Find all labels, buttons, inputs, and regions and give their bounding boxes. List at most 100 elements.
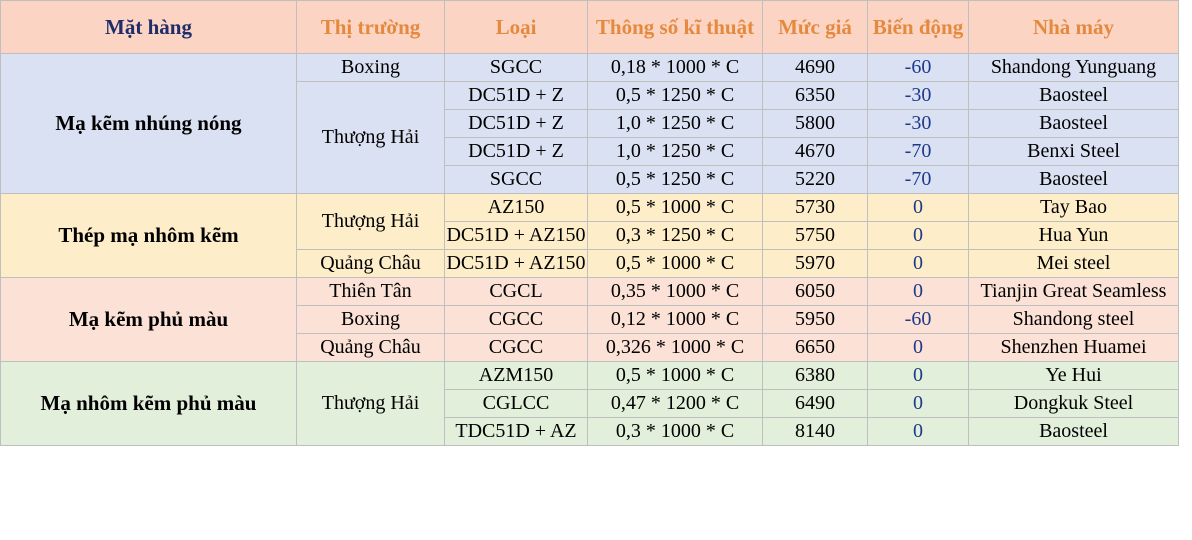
cell-change: 0 xyxy=(867,333,969,362)
cell-change: 0 xyxy=(867,277,969,306)
cell-price: 4670 xyxy=(762,137,868,166)
cell-type: CGCC xyxy=(444,305,588,334)
cell-price: 5730 xyxy=(762,193,868,222)
cell-change: -30 xyxy=(867,109,969,138)
cell-factory: Shandong Yunguang xyxy=(968,53,1179,82)
cell-price: 6380 xyxy=(762,361,868,390)
cell-market: Boxing xyxy=(296,53,445,82)
cell-price: 4690 xyxy=(762,53,868,82)
table-row: Quảng Châu CGCC 0,326 * 1000 * C 6650 0 … xyxy=(1,333,1179,362)
group-name: Mạ kẽm phủ màu xyxy=(0,277,297,362)
cell-market: Thiên Tân xyxy=(296,277,445,306)
cell-factory: Benxi Steel xyxy=(968,137,1179,166)
cell-price: 6650 xyxy=(762,333,868,362)
cell-factory: Mei steel xyxy=(968,249,1179,278)
cell-type: DC51D + AZ150 xyxy=(444,221,588,250)
cell-change: -30 xyxy=(867,81,969,110)
cell-price: 5750 xyxy=(762,221,868,250)
cell-spec: 1,0 * 1250 * C xyxy=(587,137,763,166)
cell-spec: 0,5 * 1000 * C xyxy=(587,361,763,390)
cell-type: TDC51D + AZ xyxy=(444,417,588,446)
cell-price: 6350 xyxy=(762,81,868,110)
cell-factory: Baosteel xyxy=(968,417,1179,446)
cell-market: Quảng Châu xyxy=(296,333,445,362)
cell-factory: Tay Bao xyxy=(968,193,1179,222)
cell-factory: Baosteel xyxy=(968,165,1179,194)
cell-type: SGCC xyxy=(444,165,588,194)
cell-type: AZM150 xyxy=(444,361,588,390)
cell-spec: 0,5 * 1000 * C xyxy=(587,249,763,278)
cell-change: 0 xyxy=(867,221,969,250)
cell-spec: 0,326 * 1000 * C xyxy=(587,333,763,362)
table-row: DC51D + Z 1,0 * 1250 * C 4670 -70 Benxi … xyxy=(1,137,1179,166)
cell-price: 5950 xyxy=(762,305,868,334)
cell-type: CGLCC xyxy=(444,389,588,418)
cell-spec: 0,35 * 1000 * C xyxy=(587,277,763,306)
header-factory: Nhà máy xyxy=(968,0,1179,54)
cell-change: 0 xyxy=(867,389,969,418)
cell-market: Thượng Hải xyxy=(296,193,445,250)
cell-change: 0 xyxy=(867,361,969,390)
cell-spec: 0,12 * 1000 * C xyxy=(587,305,763,334)
table-row: Mạ nhôm kẽm phủ màu Thượng Hải AZM150 0,… xyxy=(0,361,1179,446)
cell-type: CGCL xyxy=(444,277,588,306)
cell-type: DC51D + Z xyxy=(444,109,588,138)
cell-change: -70 xyxy=(867,137,969,166)
header-price: Mức giá xyxy=(762,0,868,54)
cell-spec: 0,5 * 1000 * C xyxy=(587,193,763,222)
cell-spec: 0,3 * 1000 * C xyxy=(587,417,763,446)
cell-type: CGCC xyxy=(444,333,588,362)
header-product: Mặt hàng xyxy=(0,0,297,54)
cell-change: -60 xyxy=(867,305,969,334)
table-row: TDC51D + AZ 0,3 * 1000 * C 8140 0 Baoste… xyxy=(1,417,1179,446)
cell-type: DC51D + Z xyxy=(444,137,588,166)
cell-spec: 0,5 * 1250 * C xyxy=(587,81,763,110)
cell-price: 6050 xyxy=(762,277,868,306)
cell-price: 8140 xyxy=(762,417,868,446)
cell-market: Quảng Châu xyxy=(296,249,445,278)
cell-change: 0 xyxy=(867,249,969,278)
cell-price: 5220 xyxy=(762,165,868,194)
cell-change: -70 xyxy=(867,165,969,194)
group-name: Mạ kẽm nhúng nóng xyxy=(0,53,297,194)
cell-price: 5800 xyxy=(762,109,868,138)
cell-market: Thượng Hải xyxy=(296,361,445,446)
cell-type: DC51D + AZ150 xyxy=(444,249,588,278)
cell-spec: 0,47 * 1200 * C xyxy=(587,389,763,418)
cell-spec: 0,5 * 1250 * C xyxy=(587,165,763,194)
cell-factory: Shandong steel xyxy=(968,305,1179,334)
cell-change: 0 xyxy=(867,417,969,446)
cell-change: 0 xyxy=(867,193,969,222)
group-name: Mạ nhôm kẽm phủ màu xyxy=(0,361,297,446)
header-row: Mặt hàng Thị trường Loại Thông số kĩ thu… xyxy=(0,0,1179,54)
header-change: Biến động xyxy=(867,0,969,54)
cell-spec: 1,0 * 1250 * C xyxy=(587,109,763,138)
cell-factory: Tianjin Great Seamless xyxy=(968,277,1179,306)
cell-type: AZ150 xyxy=(444,193,588,222)
price-table: Mặt hàng Thị trường Loại Thông số kĩ thu… xyxy=(0,0,1179,446)
table-row: Boxing CGCC 0,12 * 1000 * C 5950 -60 Sha… xyxy=(1,305,1179,334)
header-type: Loại xyxy=(444,0,588,54)
cell-price: 6490 xyxy=(762,389,868,418)
cell-change: -60 xyxy=(867,53,969,82)
header-market: Thị trường xyxy=(296,0,445,54)
table-row: Thép mạ nhôm kẽm Thượng Hải AZ150 0,5 * … xyxy=(0,193,1179,278)
cell-market: Boxing xyxy=(296,305,445,334)
cell-price: 5970 xyxy=(762,249,868,278)
cell-type: DC51D + Z xyxy=(444,81,588,110)
cell-type: SGCC xyxy=(444,53,588,82)
table-row: CGLCC 0,47 * 1200 * C 6490 0 Dongkuk Ste… xyxy=(1,389,1179,418)
table-row: SGCC 0,5 * 1250 * C 5220 -70 Baosteel xyxy=(1,165,1179,194)
cell-spec: 0,18 * 1000 * C xyxy=(587,53,763,82)
cell-factory: Dongkuk Steel xyxy=(968,389,1179,418)
table-row: Mạ kẽm nhúng nóng Boxing SGCC 0,18 * 100… xyxy=(0,53,1179,194)
header-spec: Thông số kĩ thuật xyxy=(587,0,763,54)
table-row: Thượng Hải DC51D + Z 0,5 * 1250 * C 6350… xyxy=(1,81,1179,194)
table-row: DC51D + Z 1,0 * 1250 * C 5800 -30 Baoste… xyxy=(1,109,1179,138)
cell-factory: Hua Yun xyxy=(968,221,1179,250)
cell-factory: Shenzhen Huamei xyxy=(968,333,1179,362)
cell-factory: Baosteel xyxy=(968,109,1179,138)
cell-factory: Baosteel xyxy=(968,81,1179,110)
cell-spec: 0,3 * 1250 * C xyxy=(587,221,763,250)
cell-market: Thượng Hải xyxy=(296,81,445,194)
